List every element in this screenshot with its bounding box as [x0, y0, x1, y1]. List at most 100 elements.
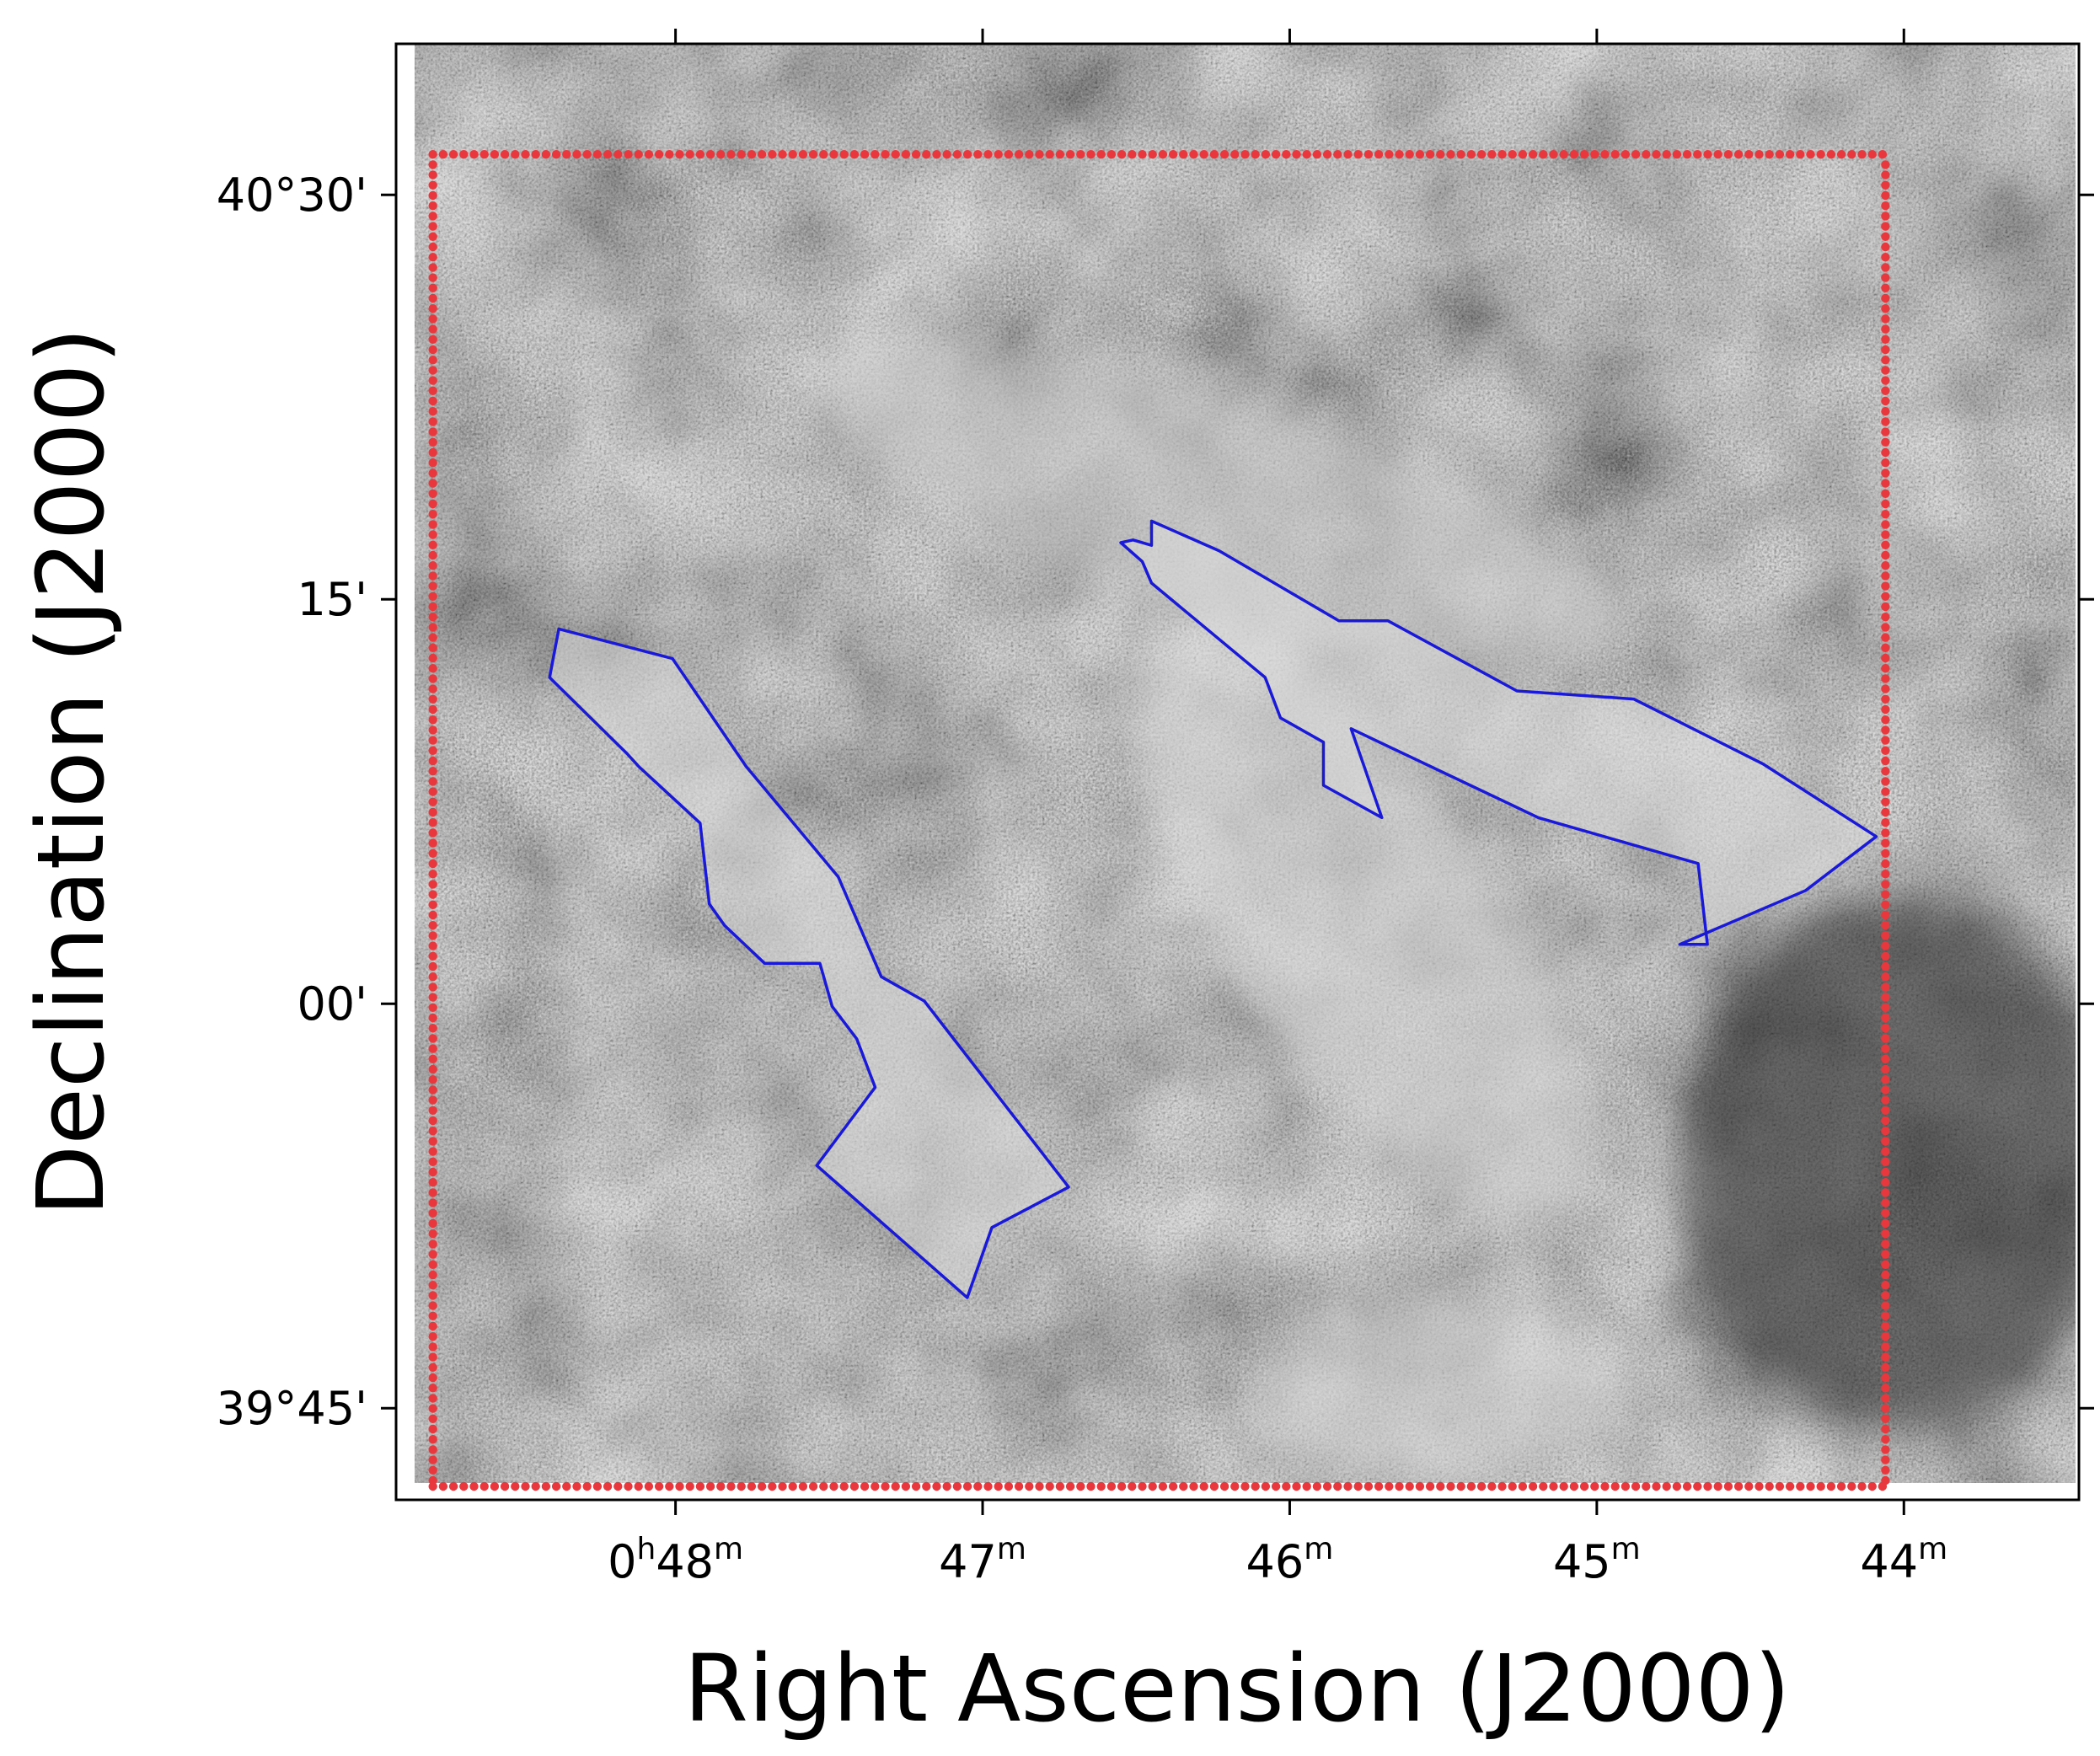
box-dot [428, 1044, 437, 1053]
box-dot [705, 150, 715, 159]
box-dot [428, 1321, 437, 1331]
box-dot [778, 1481, 787, 1491]
box-dot [428, 715, 437, 725]
box-dot [1004, 1481, 1014, 1491]
coverage-box-outline [428, 150, 1890, 1491]
box-dot [1621, 1481, 1631, 1491]
box-dot [1374, 1481, 1384, 1491]
box-dot [428, 396, 437, 406]
box-dot [428, 1301, 437, 1310]
box-dot [1881, 458, 1890, 468]
box-dot [1652, 150, 1661, 159]
box-dot [1672, 150, 1682, 159]
box-dot [1312, 1481, 1322, 1491]
box-dot [428, 1404, 437, 1413]
box-dot [428, 520, 437, 529]
box-dot [428, 613, 437, 622]
box-dot [428, 1281, 437, 1290]
box-dot [1836, 150, 1846, 159]
box-dot [428, 1137, 437, 1146]
box-dot [490, 150, 500, 159]
box-dot [1881, 376, 1890, 385]
box-dot [1363, 1481, 1374, 1491]
box-dot [1230, 150, 1240, 159]
x-tick-label: 0h48m [608, 1532, 743, 1588]
box-dot [871, 150, 880, 159]
box-dot [490, 1481, 500, 1491]
box-dot [428, 1445, 437, 1454]
box-dot [428, 818, 437, 827]
box-dot [871, 1481, 880, 1491]
box-dot [469, 150, 479, 159]
box-dot [1652, 1481, 1661, 1491]
box-dot [1881, 1127, 1890, 1136]
box-dot [428, 458, 437, 468]
box-dot [1881, 797, 1890, 806]
box-dot [1158, 1481, 1168, 1491]
y-tick-label: 15' [297, 573, 367, 626]
box-dot [1881, 1363, 1890, 1373]
box-dot [428, 1414, 437, 1424]
box-dot [1199, 150, 1208, 159]
box-dot [1549, 150, 1558, 159]
box-dot [1881, 1229, 1890, 1239]
box-dot [1881, 1095, 1890, 1105]
box-dot [726, 1481, 736, 1491]
box-dot [1415, 150, 1425, 159]
box-dot [511, 150, 520, 159]
box-dot [1881, 253, 1890, 262]
box-dot [1138, 150, 1147, 159]
box-dot [1168, 150, 1178, 159]
box-dot [428, 870, 437, 879]
region-polygon-2 [1119, 519, 1878, 946]
box-dot [665, 1481, 674, 1491]
box-dot [839, 150, 849, 159]
box-dot [1881, 694, 1890, 704]
box-dot [428, 910, 437, 920]
box-dot [695, 150, 705, 159]
box-dot [1199, 1481, 1208, 1491]
x-axis-ticks: 0h48m 47m 46m 45m 44m [608, 29, 1947, 1588]
box-dot [1353, 150, 1363, 159]
box-dot [1881, 664, 1890, 673]
box-dot [1672, 1481, 1682, 1491]
box-dot [1230, 1481, 1240, 1491]
box-dot [1148, 1481, 1157, 1491]
box-dot [1878, 150, 1888, 159]
box-dot [613, 150, 623, 159]
box-dot [1035, 150, 1044, 159]
box-dot [1881, 1188, 1890, 1197]
box-dot [1713, 1481, 1722, 1491]
box-dot [1219, 1481, 1229, 1491]
box-dot [479, 1481, 489, 1491]
box-dot [1881, 725, 1890, 735]
box-dot [726, 150, 736, 159]
box-dot [757, 150, 767, 159]
box-dot [808, 1481, 818, 1491]
box-dot [1881, 674, 1890, 683]
box-dot [891, 150, 900, 159]
box-dot [737, 1481, 746, 1491]
box-dot [1881, 1167, 1890, 1177]
box-dot [881, 150, 890, 159]
box-dot [983, 1481, 993, 1491]
box-dot [428, 704, 437, 715]
box-dot [1333, 150, 1342, 159]
box-dot [428, 602, 437, 612]
box-dot [942, 1481, 951, 1491]
box-dot [1343, 1481, 1353, 1491]
box-dot [428, 1455, 437, 1464]
box-dot [511, 1481, 520, 1491]
box-dot [1881, 1394, 1890, 1403]
box-dot [1610, 150, 1620, 159]
box-dot [624, 150, 633, 159]
box-dot [1508, 1481, 1517, 1491]
box-dot [973, 1481, 983, 1491]
box-dot [1179, 1481, 1188, 1491]
box-dot [1076, 1481, 1085, 1491]
box-dot [613, 1481, 623, 1491]
box-dot [1528, 1481, 1538, 1491]
box-dot [1881, 550, 1890, 560]
y-tick-label: 40°30' [217, 169, 367, 222]
box-dot [551, 1481, 561, 1491]
